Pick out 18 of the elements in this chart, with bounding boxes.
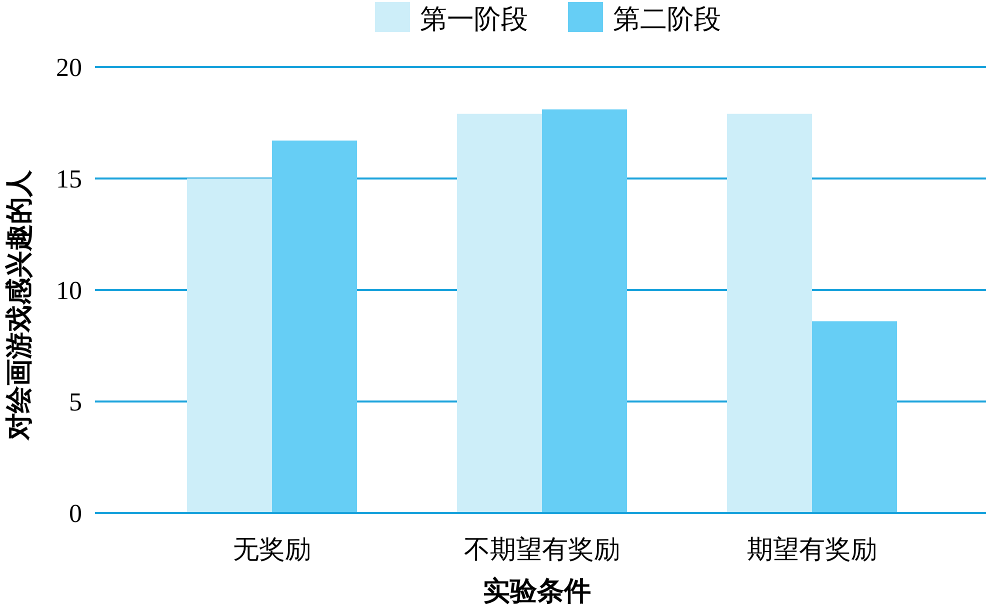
y-tick-label: 20 [56,53,82,82]
x-tick-label: 期望有奖励 [747,535,877,565]
bar [812,321,897,513]
bar [187,178,272,513]
legend-label: 第一阶段 [420,4,528,35]
y-axis-title: 对绘画游戏感兴趣的人 [4,169,35,441]
y-tick-label: 5 [69,388,82,416]
bar [727,114,812,513]
y-tick-label: 15 [56,164,82,194]
y-tick-label: 0 [69,499,82,528]
legend-label: 第二阶段 [613,4,721,35]
x-tick-label: 无奖励 [233,535,311,565]
x-axis-title: 实验条件 [483,576,591,607]
bar [457,114,542,513]
bar [272,140,357,513]
x-tick-label: 不期望有奖励 [464,535,620,565]
bar [542,109,627,513]
y-tick-label: 10 [56,276,82,305]
